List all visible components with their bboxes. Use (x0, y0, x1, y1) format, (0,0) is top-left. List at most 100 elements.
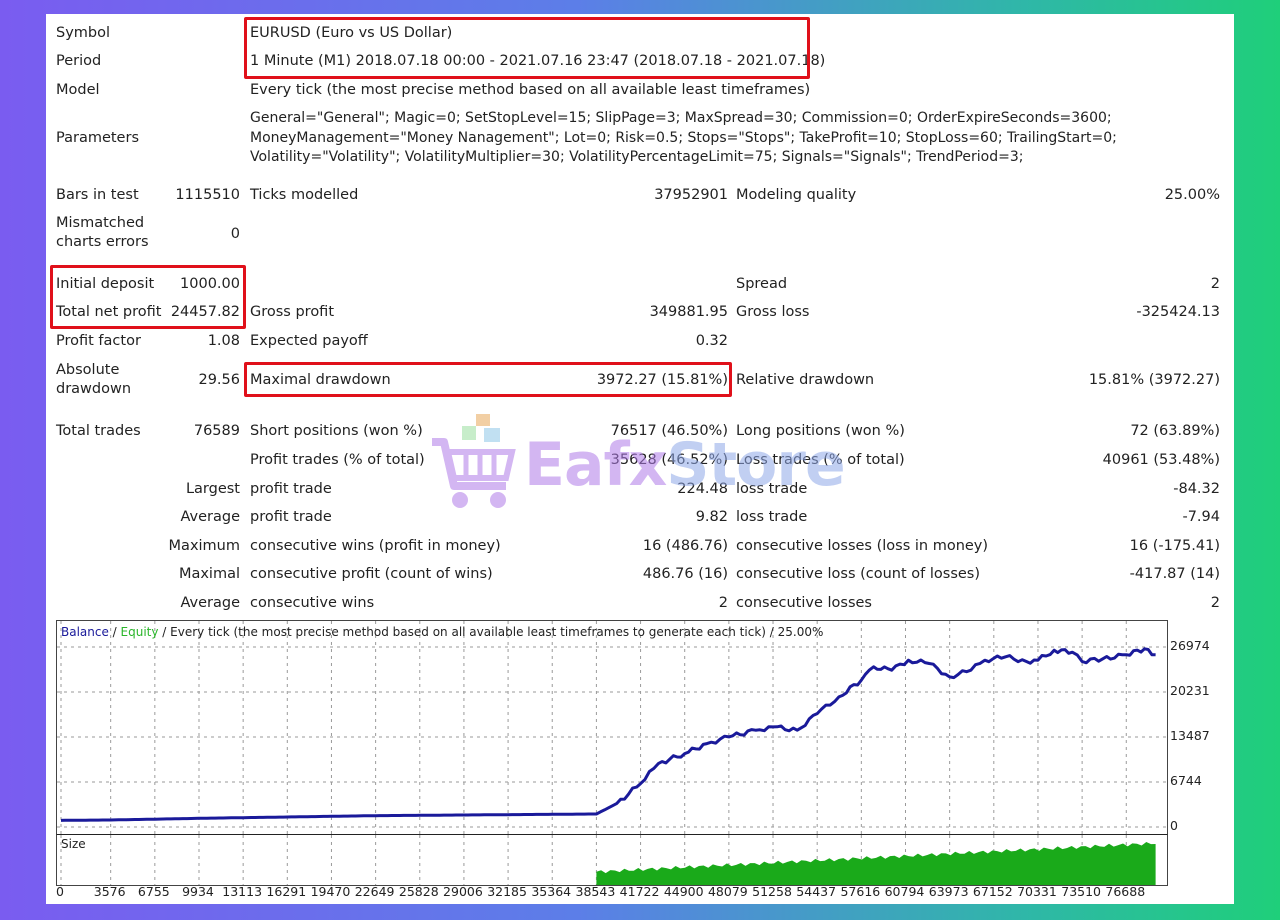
highlight-box-symbol-period (244, 17, 810, 79)
gross-profit-value: 349881.95 (649, 304, 728, 320)
parameters-line-3: Volatility="Volatility"; VolatilityMulti… (250, 149, 1024, 165)
loss-trades-value: 40961 (53.48%) (1102, 452, 1220, 468)
average-consecutive-wins-value: 2 (718, 595, 728, 611)
maximal-loss-value: -417.87 (14) (1129, 566, 1220, 582)
y-tick-label: 20231 (1170, 682, 1210, 698)
bars-in-test-value: 1115510 (175, 187, 240, 203)
x-tick-label: 41722 (619, 884, 660, 899)
parameters-line-2: MoneyManagement="Money Nanagement"; Lot=… (250, 130, 1117, 146)
highlight-box-maximal-drawdown (244, 362, 732, 397)
size-label: Size (61, 837, 86, 851)
x-tick-label: 70331 (1017, 884, 1057, 899)
profit-trades-value: 35628 (46.52%) (610, 452, 728, 468)
maximum-profit-value: 16 (486.76) (642, 538, 728, 554)
modeling-quality-value: 25.00% (1164, 187, 1220, 203)
total-trades-label: Total trades (56, 423, 141, 439)
maximal-drawdown-label: Maximal drawdown (250, 372, 391, 388)
average-consecutive-losses-label: consecutive losses (736, 595, 872, 611)
x-tick-label: 60794 (884, 884, 925, 899)
strategy-tester-report: Symbol EURUSD (Euro vs US Dollar) Period… (46, 14, 1234, 904)
x-tick-label: 76688 (1105, 884, 1146, 899)
average-profit-value: 9.82 (695, 509, 728, 525)
average-loss-value: -7.94 (1182, 509, 1220, 525)
x-tick-label: 73510 (1061, 884, 1102, 899)
y-tick-label: 26974 (1170, 638, 1210, 653)
largest-profit-label: profit trade (250, 481, 332, 497)
maximum-prefix: Maximum (168, 538, 240, 554)
legend-balance: Balance (61, 625, 109, 639)
gross-profit-label: Gross profit (250, 304, 335, 320)
largest-prefix: Largest (185, 481, 240, 497)
largest-profit-value: 224.48 (677, 481, 728, 497)
maximum-loss-label: consecutive losses (loss in money) (736, 538, 989, 554)
largest-loss-value: -84.32 (1173, 481, 1220, 497)
x-tick-label: 54437 (796, 884, 837, 899)
balance-chart-svg (57, 621, 1167, 835)
spread-label: Spread (736, 276, 788, 292)
modeling-quality-label: Modeling quality (736, 187, 857, 203)
x-tick-label: 29006 (443, 884, 483, 899)
size-chart: Size (56, 834, 1168, 886)
x-tick-label: 44900 (663, 884, 704, 899)
shopping-cart-icon (432, 414, 516, 508)
balance-chart: Balance / Equity / Every tick (the most … (56, 620, 1168, 836)
x-tick-label: 38543 (575, 884, 616, 899)
total-net-profit-label: Total net profit (56, 304, 162, 320)
x-tick-label: 25828 (398, 884, 439, 899)
x-tick-label: 6755 (137, 884, 170, 899)
profit-factor-value: 1.08 (207, 333, 240, 349)
average-consecutive-wins-label: consecutive wins (250, 595, 375, 611)
spread-value: 2 (1210, 276, 1220, 292)
x-tick-label: 35364 (531, 884, 572, 899)
symbol-value: EURUSD (Euro vs US Dollar) (250, 25, 453, 41)
parameters-line-1: General="General"; Magic=0; SetStopLevel… (250, 110, 1112, 126)
short-positions-label: Short positions (won %) (250, 423, 423, 439)
largest-loss-label: loss trade (736, 481, 808, 497)
x-tick-label: 48079 (707, 884, 748, 899)
x-tick-label: 13113 (222, 884, 263, 899)
model-value: Every tick (the most precise method base… (250, 82, 811, 98)
average-profit-label: profit trade (250, 509, 332, 525)
initial-deposit-value: 1000.00 (180, 276, 240, 292)
total-trades-value: 76589 (193, 423, 240, 439)
parameters-label: Parameters (56, 130, 139, 146)
legend-description: / Every tick (the most precise method ba… (158, 625, 824, 639)
x-tick-label: 0 (56, 884, 64, 899)
x-tick-label: 9934 (182, 884, 214, 899)
total-net-profit-value: 24457.82 (170, 304, 240, 320)
mismatched-label-line1: Mismatched (56, 215, 145, 231)
maximal-drawdown-value: 3972.27 (15.81%) (596, 372, 728, 388)
x-tick-label: 67152 (972, 884, 1013, 899)
x-tick-label: 19470 (310, 884, 351, 899)
x-tick-label: 16291 (266, 884, 307, 899)
absolute-drawdown-label-line2: drawdown (56, 381, 132, 397)
gross-loss-label: Gross loss (736, 304, 810, 320)
maximal-prefix: Maximal (178, 566, 240, 582)
maximum-profit-label: consecutive wins (profit in money) (250, 538, 501, 554)
chart-legend: Balance / Equity / Every tick (the most … (61, 625, 823, 639)
period-label: Period (56, 53, 102, 69)
mismatched-value: 0 (230, 226, 240, 242)
relative-drawdown-label: Relative drawdown (736, 372, 875, 388)
x-tick-label: 32185 (487, 884, 527, 899)
absolute-drawdown-label-line1: Absolute (56, 362, 120, 378)
average-prefix: Average (180, 509, 240, 525)
profit-trades-label: Profit trades (% of total) (250, 452, 425, 468)
maximal-profit-value: 486.76 (16) (642, 566, 728, 582)
x-tick-label: 63973 (928, 884, 969, 899)
loss-trades-label: Loss trades (% of total) (736, 452, 905, 468)
average-consecutive-losses-value: 2 (1210, 595, 1220, 611)
ticks-modelled-value: 37952901 (654, 187, 728, 203)
gross-loss-value: -325424.13 (1136, 304, 1220, 320)
bars-in-test-label: Bars in test (56, 187, 139, 203)
average-consecutive-prefix: Average (180, 595, 240, 611)
legend-separator: / (108, 625, 121, 639)
expected-payoff-value: 0.32 (695, 333, 728, 349)
short-positions-value: 76517 (46.50%) (610, 423, 728, 439)
average-loss-label: loss trade (736, 509, 808, 525)
relative-drawdown-value: 15.81% (3972.27) (1088, 372, 1220, 388)
period-value: 1 Minute (M1) 2018.07.18 00:00 - 2021.07… (250, 53, 826, 69)
initial-deposit-label: Initial deposit (56, 276, 155, 292)
profit-factor-label: Profit factor (56, 333, 141, 349)
long-positions-label: Long positions (won %) (736, 423, 905, 439)
